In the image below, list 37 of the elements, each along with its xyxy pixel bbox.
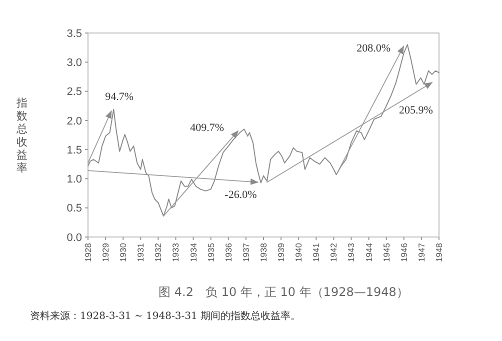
x-tick-label: 1948 [434, 242, 444, 262]
x-tick-label: 1938 [258, 242, 268, 262]
x-tick-label: 1939 [276, 242, 286, 262]
x-tick-label: 1935 [206, 242, 216, 262]
y-tick-label: 2.0 [66, 115, 82, 128]
y-tick-label: 1.5 [66, 144, 82, 156]
x-tick-label: 1937 [240, 242, 251, 262]
annotation: -26.0% [224, 189, 257, 202]
x-tick-label: 1947 [416, 242, 426, 262]
annotation: 205.9% [399, 104, 433, 116]
x-tick-label: 1942 [328, 242, 339, 262]
x-tick-label: 1930 [118, 242, 128, 262]
y-tick-label: 0.5 [66, 202, 82, 215]
y-tick-label: 2.5 [66, 86, 82, 98]
x-tick-label: 1929 [100, 242, 111, 262]
annotation: 409.7% [190, 122, 224, 134]
x-tick-label: 1934 [188, 242, 198, 262]
y-tick-label: 0.0 [66, 232, 82, 244]
y-tick-label: 3.5 [66, 28, 82, 40]
x-tick-label: 1944 [364, 242, 374, 262]
y-tick-label: 1.0 [66, 174, 82, 186]
text: 资料来源：1928-3-31 ~ 1948-3-31 期间的指数总收益率。 [30, 310, 301, 322]
annotation: 94.7% [105, 90, 134, 103]
x-tick-label: 1946 [398, 242, 409, 262]
y-tick-label: 3.0 [66, 56, 82, 69]
text: 图 4.2 负 10 年，正 10 年（1928—1948） [158, 285, 408, 299]
x-tick-label: 1932 [153, 242, 164, 262]
y-axis-title: 指数总收益率 [16, 96, 28, 174]
x-tick-label: 1940 [294, 242, 304, 262]
x-tick-label: 1943 [346, 242, 356, 262]
x-tick-label: 1933 [170, 242, 181, 262]
x-tick-label: 1945 [381, 242, 392, 262]
annotation: 208.0% [356, 42, 391, 54]
x-tick-label: 1931 [136, 242, 146, 262]
x-tick-label: 1928 [82, 242, 93, 262]
x-tick-label: 1936 [223, 242, 234, 262]
x-tick-label: 1941 [311, 242, 322, 262]
